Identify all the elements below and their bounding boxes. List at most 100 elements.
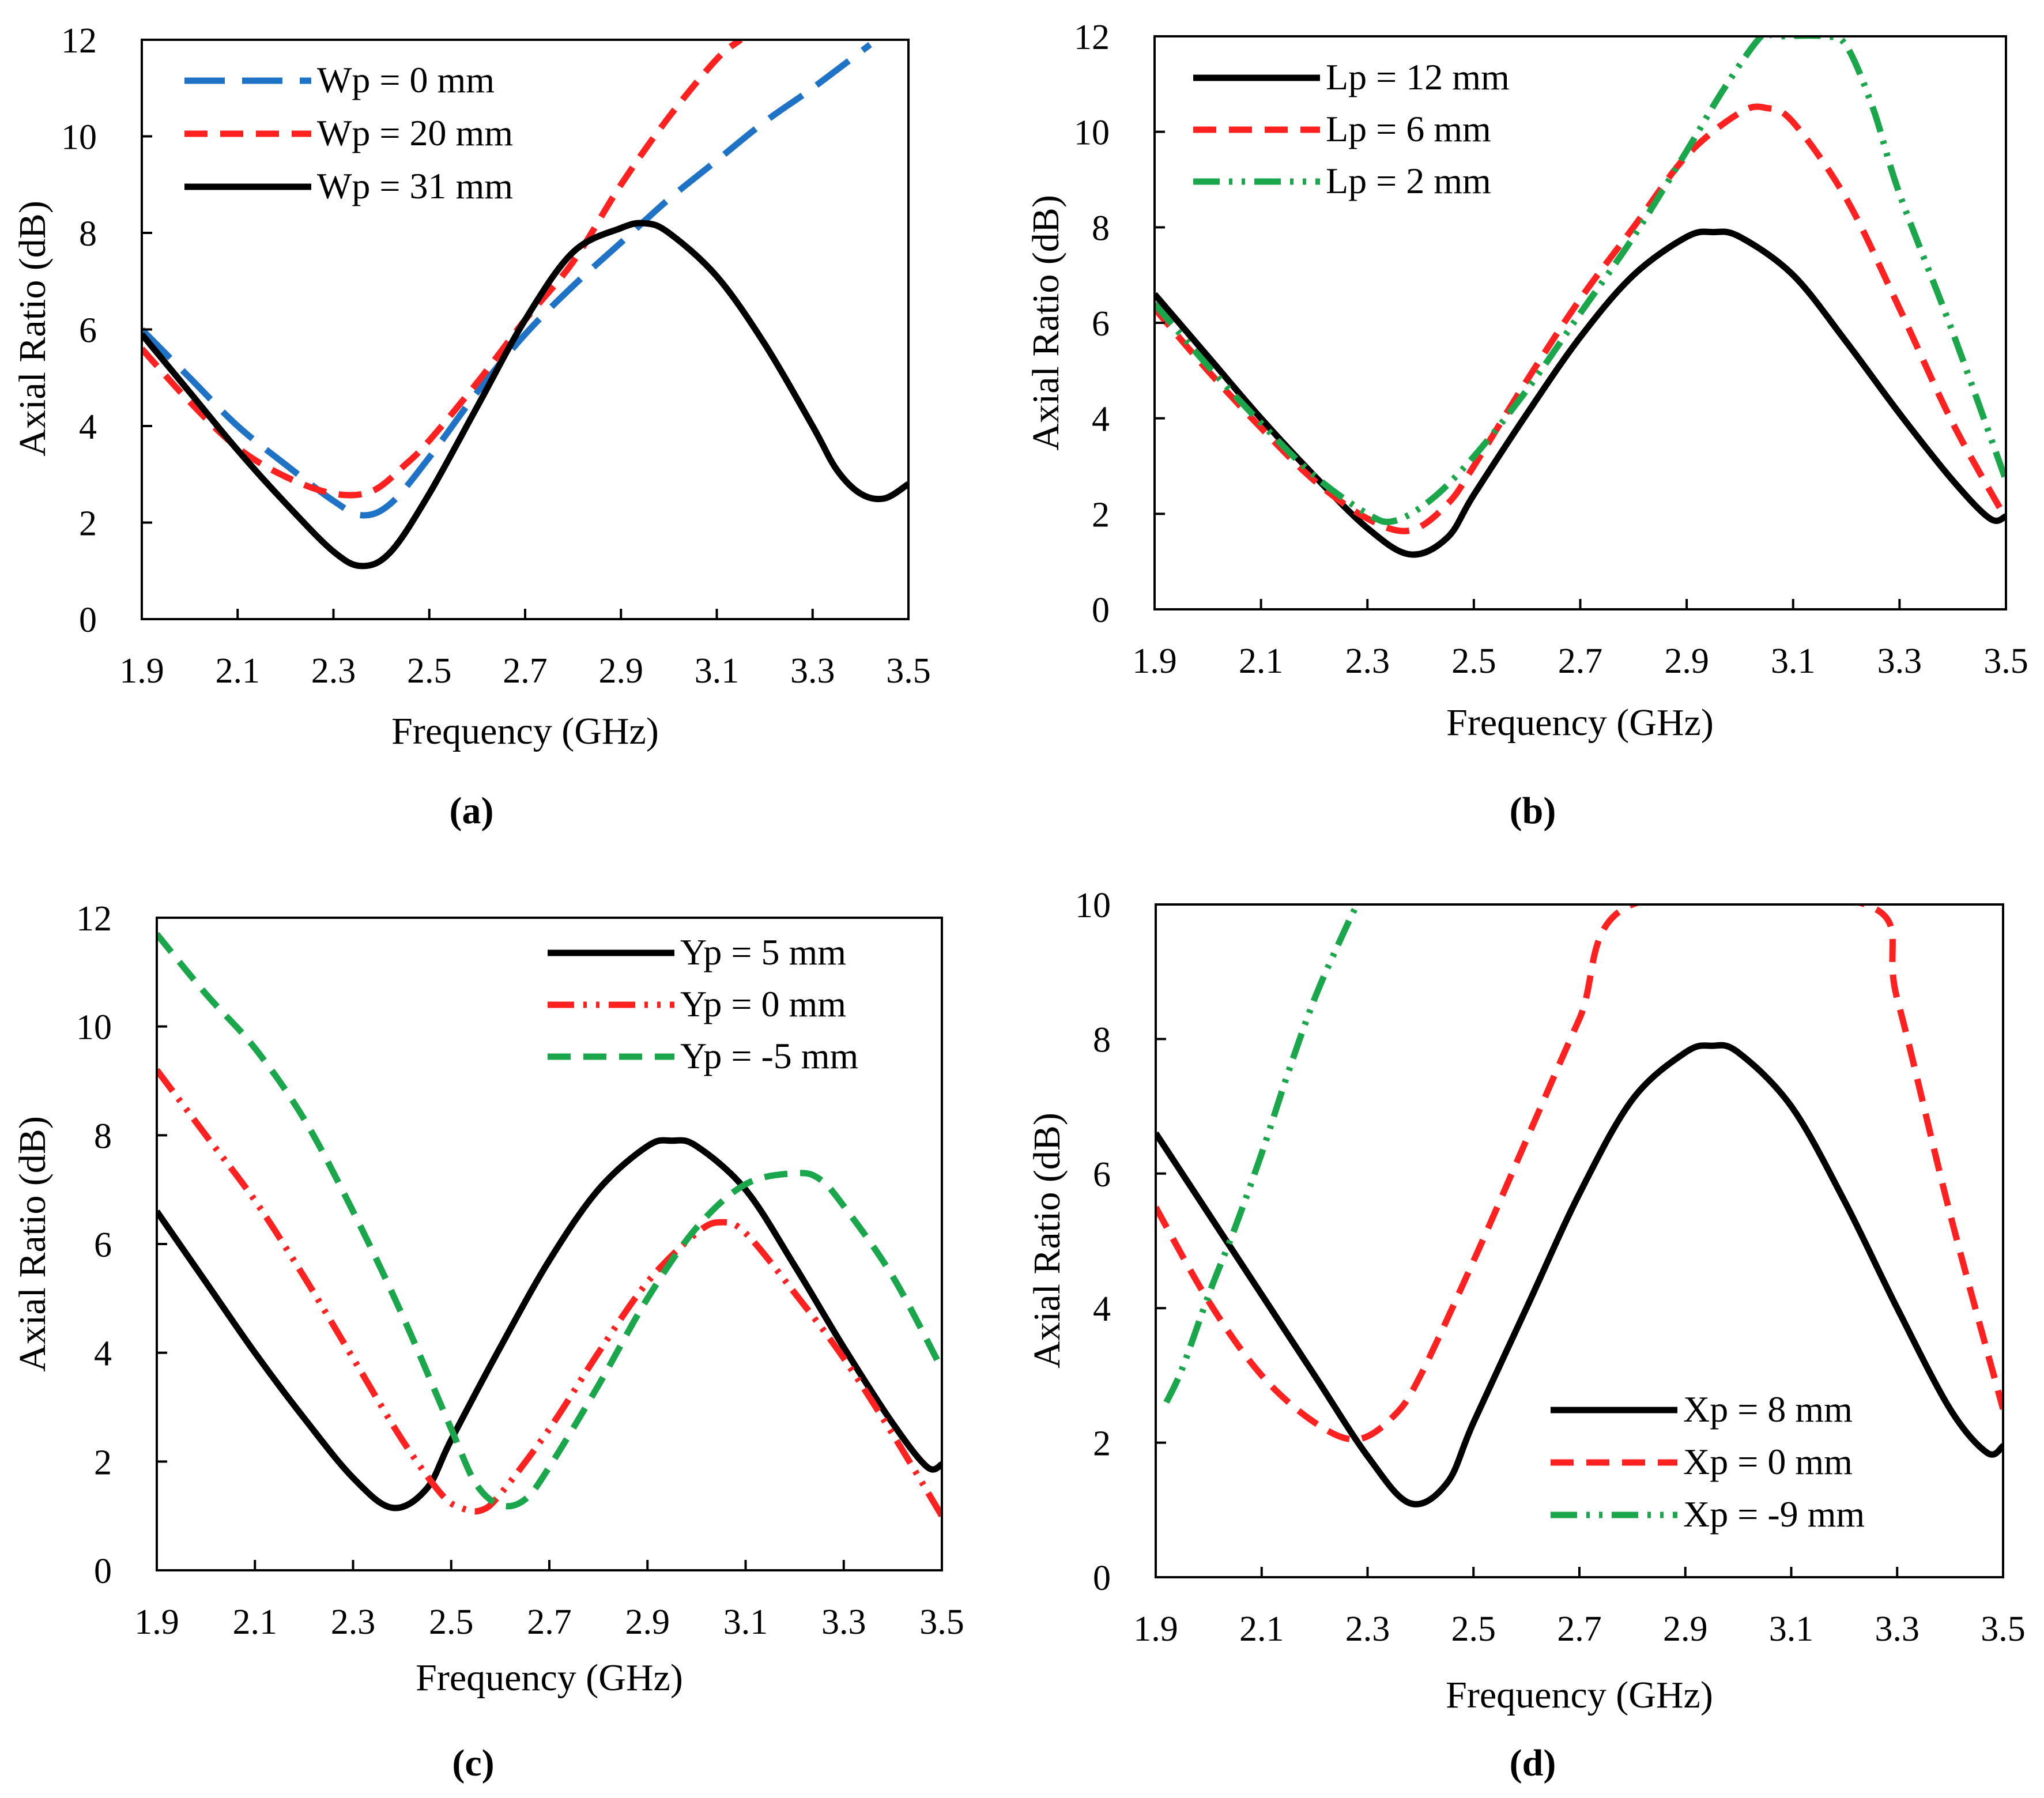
x-tick-label: 3.5 <box>886 651 931 691</box>
x-tick-label: 2.3 <box>1345 642 1390 681</box>
y-tick-label: 6 <box>94 1226 112 1265</box>
y-tick-label: 0 <box>1092 591 1110 630</box>
legend: Lp = 12 mm Lp = 6 mm Lp = 2 mm <box>1193 56 1510 201</box>
legend-label-3: Yp = -5 mm <box>680 1035 858 1076</box>
y-tick-label: 8 <box>79 214 97 254</box>
series-line-3 <box>1163 904 1360 1404</box>
x-tick-label: 2.9 <box>625 1603 670 1642</box>
legend-label-1: Xp = 8 mm <box>1683 1389 1853 1430</box>
y-tick-label: 10 <box>61 118 97 157</box>
legend-label-1: Yp = 5 mm <box>680 932 846 972</box>
x-tick-label: 2.7 <box>527 1603 572 1642</box>
x-tick-label: 2.3 <box>311 651 356 691</box>
x-tick-label: 2.5 <box>429 1603 474 1642</box>
chart-panel-d: 1.9 2.1 2.3 2.5 2.7 2.9 3.1 3.3 3.5 0 2 4 6 8 10 Xp = … <box>1026 886 2026 1784</box>
x-tick-label: 2.3 <box>331 1603 376 1642</box>
x-tick-label: 3.5 <box>1983 642 2028 681</box>
x-tick-label: 3.3 <box>1875 1609 1920 1649</box>
x-axis-label: Frequency (GHz) <box>391 710 659 752</box>
legend-label-3: Xp = -9 mm <box>1683 1494 1865 1535</box>
series-line-1 <box>1156 1042 2003 1507</box>
y-tick-label: 10 <box>1074 114 1110 153</box>
x-tick-label: 3.3 <box>1877 642 1922 681</box>
x-tick-label: 2.1 <box>216 651 261 691</box>
x-tick-label: 2.1 <box>1239 642 1284 681</box>
legend-label-2: Xp = 0 mm <box>1683 1441 1853 1482</box>
x-tick-label: 2.1 <box>233 1603 278 1642</box>
legend: Wp = 0 mm Wp = 20 mm Wp = 31 mm <box>184 59 513 206</box>
y-tick-label: 6 <box>1092 304 1110 344</box>
legend-label-1: Lp = 12 mm <box>1326 56 1510 97</box>
panel-label-d: (d) <box>1510 1742 1556 1784</box>
y-tick-label: 6 <box>79 311 97 350</box>
x-tick-label: 3.3 <box>790 651 835 691</box>
x-tick-label: 3.3 <box>821 1603 866 1642</box>
series-line-1 <box>142 42 872 519</box>
y-tick-label: 4 <box>1092 400 1110 439</box>
panel-label-a: (a) <box>450 790 494 832</box>
chart-panel-c: 1.9 2.1 2.3 2.5 2.7 2.9 3.1 3.3 3.5 0 2 4 6 8 10 12 Yp … <box>12 899 964 1784</box>
legend-label-2: Lp = 6 mm <box>1326 108 1491 149</box>
x-tick-label: 1.9 <box>1133 1609 1178 1649</box>
x-tick-label: 3.1 <box>1769 1609 1814 1649</box>
x-tick-label: 2.1 <box>1239 1609 1284 1649</box>
x-tick-label: 2.5 <box>407 651 452 691</box>
y-tick-label: 4 <box>94 1335 112 1374</box>
legend-label-3: Lp = 2 mm <box>1326 160 1491 201</box>
panel-label-b: (b) <box>1510 790 1556 832</box>
x-tick-label: 1.9 <box>119 651 164 691</box>
legend: Yp = 5 mm Yp = 0 mm Yp = -5 mm <box>548 932 858 1076</box>
x-tick-label: 3.1 <box>723 1603 768 1642</box>
y-tick-label: 6 <box>1093 1155 1111 1194</box>
x-tick-label: 2.3 <box>1345 1609 1390 1649</box>
series-line-3 <box>157 932 942 1510</box>
series-line-1 <box>1155 228 2006 558</box>
legend-label-1: Wp = 0 mm <box>317 59 495 100</box>
y-tick-label: 0 <box>94 1552 112 1591</box>
series-line-1 <box>157 1137 942 1511</box>
y-tick-label: 10 <box>76 1008 112 1047</box>
y-axis-label: Axial Ratio (dB) <box>1026 1113 1068 1369</box>
series-line-3 <box>142 220 908 570</box>
y-axis-label: Axial Ratio (dB) <box>1025 195 1067 451</box>
legend: Xp = 8 mm Xp = 0 mm Xp = -9 mm <box>1551 1389 1865 1535</box>
legend-label-2: Wp = 20 mm <box>317 112 513 153</box>
x-tick-label: 2.9 <box>1664 642 1709 681</box>
x-tick-label: 2.9 <box>599 651 644 691</box>
y-tick-label: 12 <box>61 21 97 61</box>
y-axis-label: Axial Ratio (dB) <box>12 1116 54 1372</box>
x-tick-label: 2.5 <box>1451 1609 1496 1649</box>
y-tick-label: 8 <box>94 1117 112 1156</box>
x-tick-label: 3.5 <box>1981 1609 2026 1649</box>
y-tick-label: 8 <box>1093 1020 1111 1060</box>
x-tick-label: 2.5 <box>1451 642 1496 681</box>
series-line-3 <box>1155 36 2006 525</box>
y-tick-label: 0 <box>1093 1559 1111 1598</box>
y-tick-label: 10 <box>1075 886 1111 925</box>
series-line-2 <box>1156 904 2003 1443</box>
legend-label-3: Wp = 31 mm <box>317 165 513 206</box>
series-line-2 <box>157 1068 942 1518</box>
plot-frame <box>141 39 910 620</box>
x-tick-label: 2.7 <box>503 651 548 691</box>
chart-panel-a: 1.9 2.1 2.3 2.5 2.7 2.9 3.1 3.3 3.5 0 2 4 6 8 10 12 Wp … <box>12 21 931 832</box>
plot-frame <box>1155 903 2004 1578</box>
x-tick-label: 1.9 <box>134 1603 179 1642</box>
x-tick-label: 2.7 <box>1558 642 1603 681</box>
x-tick-label: 3.1 <box>1771 642 1816 681</box>
y-tick-label: 2 <box>79 504 97 544</box>
y-tick-label: 12 <box>76 899 112 938</box>
x-axis-label: Frequency (GHz) <box>1446 1674 1713 1716</box>
series-line-2 <box>1155 103 2006 534</box>
x-tick-label: 2.7 <box>1557 1609 1602 1649</box>
y-tick-label: 4 <box>1093 1290 1111 1329</box>
x-axis-label: Frequency (GHz) <box>416 1657 683 1699</box>
y-tick-label: 2 <box>94 1443 112 1482</box>
x-tick-label: 3.5 <box>919 1603 964 1642</box>
y-tick-label: 2 <box>1092 495 1110 534</box>
y-tick-label: 8 <box>1092 209 1110 248</box>
x-axis-label: Frequency (GHz) <box>1446 702 1714 744</box>
legend-label-2: Yp = 0 mm <box>680 983 846 1024</box>
series-line-2 <box>142 40 743 499</box>
